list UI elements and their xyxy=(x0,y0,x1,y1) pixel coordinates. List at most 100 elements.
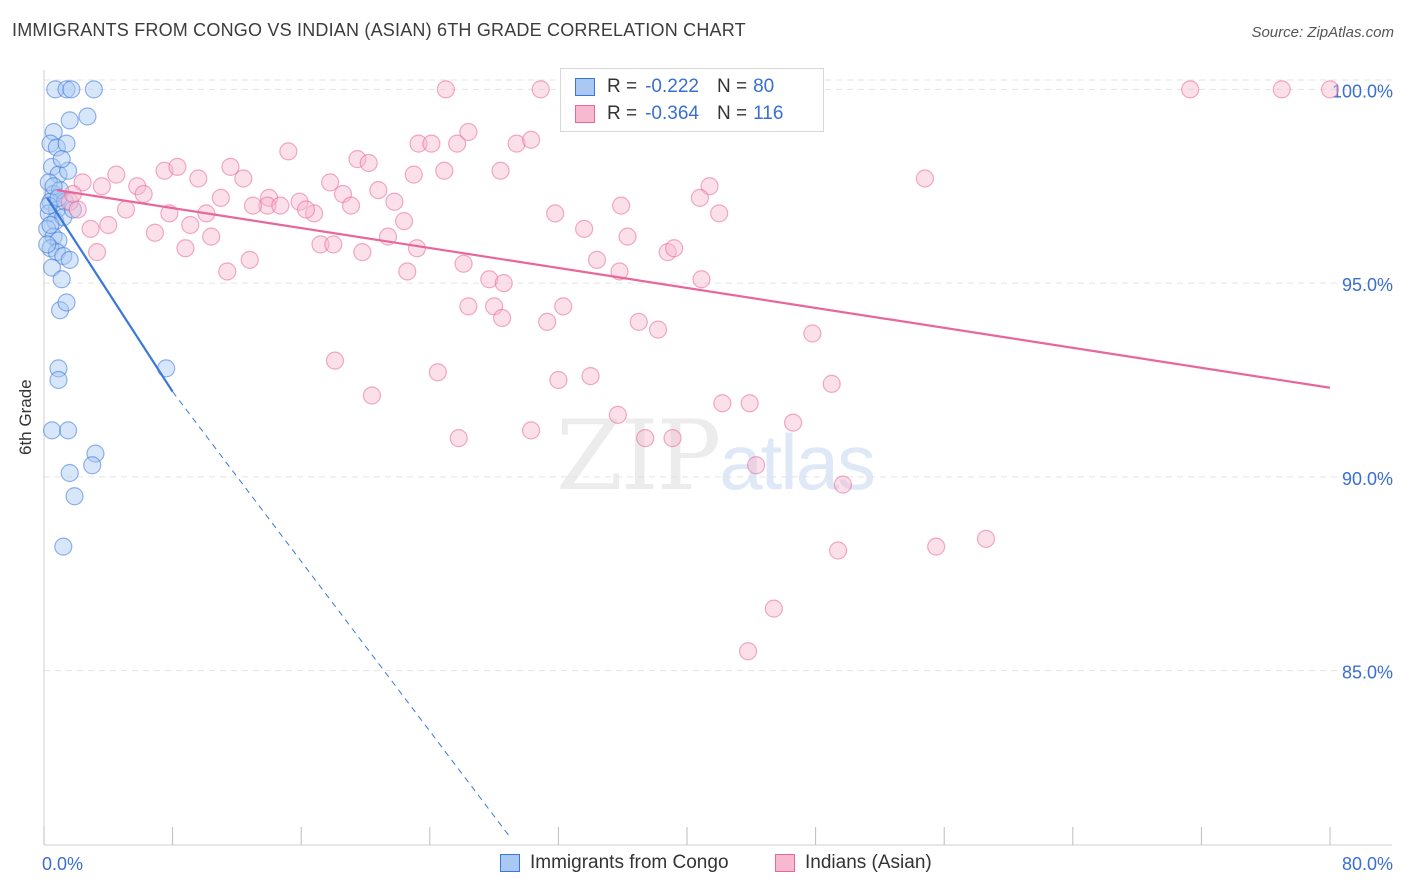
indian-point xyxy=(507,134,526,153)
legend-label-congo: Immigrants from Congo xyxy=(530,852,729,873)
indian-point xyxy=(409,134,428,153)
indian-point xyxy=(68,200,87,219)
watermark-atlas: atlas xyxy=(719,418,876,506)
indian-point xyxy=(663,429,682,448)
indian-point xyxy=(116,200,136,219)
indian-point xyxy=(546,204,565,223)
indian-point xyxy=(73,173,92,192)
indian-point xyxy=(738,642,758,661)
indian-point xyxy=(422,134,441,153)
indian-point xyxy=(554,297,573,316)
indian-point xyxy=(480,270,499,289)
indian-point xyxy=(362,386,382,405)
stats-legend: R = -0.222 N = 80 R = -0.364 N = 116 xyxy=(560,68,824,132)
indian-point xyxy=(369,181,388,200)
indian-point xyxy=(833,475,853,494)
indian-point xyxy=(321,173,340,192)
congo-point xyxy=(83,456,102,475)
indian-point xyxy=(234,169,253,188)
indian-point xyxy=(611,196,631,215)
y-tick-label: 100.0% xyxy=(1332,81,1393,101)
indian-point xyxy=(211,188,230,207)
legend-r-label: R = xyxy=(607,103,638,124)
indian-point xyxy=(341,196,361,215)
legend-n-value: 80 xyxy=(753,76,775,97)
indian-point xyxy=(325,351,345,370)
congo-point xyxy=(57,134,76,153)
congo-point xyxy=(57,80,76,99)
indian-point xyxy=(783,413,803,432)
indian-point xyxy=(359,153,378,173)
indian-point xyxy=(168,157,187,176)
indian-point xyxy=(353,243,372,262)
indian-point xyxy=(218,262,237,281)
indian-point xyxy=(740,394,759,413)
indian-point xyxy=(271,196,290,215)
indian-point xyxy=(538,312,557,331)
indian-point xyxy=(700,177,719,196)
indian-point xyxy=(428,363,447,382)
legend-n-label: N = xyxy=(716,76,748,97)
indian-point xyxy=(690,188,709,207)
indian-point xyxy=(398,262,417,281)
indian-point xyxy=(404,165,423,184)
legend-n-value: 116 xyxy=(753,103,784,124)
indian-point xyxy=(221,157,240,176)
indian-point xyxy=(87,243,107,262)
indian-point xyxy=(915,169,935,188)
indian-point xyxy=(493,308,512,328)
indian-point xyxy=(448,134,467,153)
indian-point xyxy=(822,374,841,393)
indian-point xyxy=(665,239,684,258)
congo-point xyxy=(60,463,79,483)
legend-item-indian[interactable]: Indians (Asian) xyxy=(775,852,932,874)
indian-point xyxy=(240,250,259,269)
congo-point xyxy=(65,487,84,506)
y-axis-label: 6th Grade xyxy=(16,379,35,455)
indian-point xyxy=(713,394,732,413)
indian-point xyxy=(145,223,165,242)
congo-point xyxy=(52,150,71,169)
congo-trend-line xyxy=(46,197,174,393)
legend-row-indian: R = -0.364 N = 116 xyxy=(575,102,783,126)
indian-point xyxy=(1320,80,1340,99)
indian-point xyxy=(348,150,367,169)
indian-point xyxy=(176,239,195,258)
indian-point xyxy=(494,274,513,293)
congo-point xyxy=(49,165,68,184)
legend-swatch-blue xyxy=(575,78,595,96)
indian-point xyxy=(189,169,208,188)
indian-point xyxy=(296,200,316,219)
zipatlas-watermark: ZIPatlas xyxy=(556,400,876,512)
indian-point xyxy=(629,312,648,331)
indian-point xyxy=(324,235,343,254)
indian-trend-line xyxy=(56,189,1331,389)
indian-point xyxy=(107,165,126,184)
indian-point xyxy=(407,239,427,258)
indian-point xyxy=(436,80,455,99)
legend-row-congo: R = -0.222 N = 80 xyxy=(575,75,774,99)
indian-point xyxy=(587,250,607,269)
congo-point xyxy=(47,138,66,157)
congo-point xyxy=(62,80,81,99)
congo-point xyxy=(42,421,62,440)
congo-point xyxy=(44,122,63,142)
congo-point xyxy=(41,215,60,235)
congo-point xyxy=(59,421,78,440)
indian-point xyxy=(459,297,478,316)
legend-item-congo[interactable]: Immigrants from Congo xyxy=(500,852,729,874)
legend-swatch-indian xyxy=(775,854,795,872)
indian-point xyxy=(181,215,200,235)
legend-r-value: -0.364 xyxy=(645,103,699,124)
indian-point xyxy=(311,235,330,254)
indian-point xyxy=(134,184,153,204)
indian-point xyxy=(279,142,298,161)
indian-point xyxy=(394,212,414,231)
indian-point xyxy=(549,370,568,390)
indian-point xyxy=(81,219,100,238)
congo-point xyxy=(52,270,71,289)
congo-point xyxy=(42,258,62,277)
legend-n-label: N = xyxy=(716,103,748,124)
x-tick-label-min: 0.0% xyxy=(42,854,83,874)
